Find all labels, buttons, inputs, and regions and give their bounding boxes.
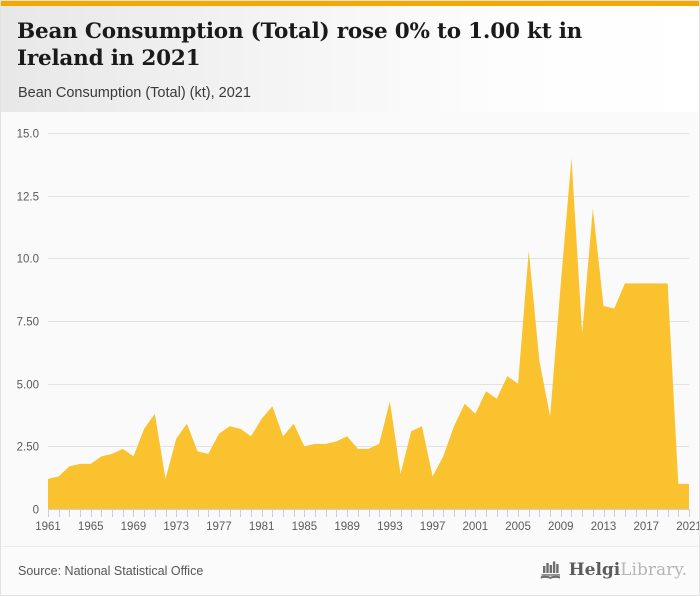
x-axis-tick-label: 2009 xyxy=(548,521,574,533)
y-axis-tick-label: 2.50 xyxy=(17,442,39,454)
x-axis-tick-label: 1985 xyxy=(292,521,318,533)
x-axis xyxy=(48,509,690,517)
top-accent-bar xyxy=(1,1,699,6)
page-title: Bean Consumption (Total) rose 0% to 1.00… xyxy=(17,19,583,71)
x-axis-tick-label: 1997 xyxy=(420,521,446,533)
x-axis-tick-label: 2001 xyxy=(463,521,489,533)
helgi-library-logo[interactable]: HelgiLibrary. xyxy=(540,559,687,581)
x-axis-tick-label: 2021 xyxy=(676,521,700,533)
x-axis-tick-label: 1973 xyxy=(163,521,189,533)
y-axis-labels: 0 2.50 5.00 7.50 10.0 12.5 15.0 xyxy=(17,129,39,517)
series-area-bean-consumption xyxy=(48,158,689,509)
x-axis-tick-label: 1993 xyxy=(377,521,403,533)
y-axis-tick-label: 5.00 xyxy=(17,380,39,392)
y-axis-tick-label: 7.50 xyxy=(17,317,39,329)
x-axis-tick-label: 1977 xyxy=(206,521,232,533)
logo-wordmark: HelgiLibrary. xyxy=(569,561,687,579)
x-axis-tick-label: 2013 xyxy=(591,521,617,533)
x-axis-tick-label: 1961 xyxy=(35,521,61,533)
x-axis-tick-label: 2005 xyxy=(505,521,531,533)
chart-plot-area: 0 2.50 5.00 7.50 10.0 12.5 15.0 1961 1965 1969 19… xyxy=(1,112,700,546)
x-axis-tick-label: 1981 xyxy=(249,521,275,533)
y-axis-tick-label: 0 xyxy=(33,505,39,517)
y-axis-tick-label: 15.0 xyxy=(17,129,39,141)
chart-footer: Source: National Statistical Office Helg… xyxy=(1,546,699,595)
logo-text-helgi: Helgi xyxy=(568,560,621,580)
y-axis-tick-label: 10.0 xyxy=(17,254,39,266)
chart-subtitle: Bean Consumption (Total) (kt), 2021 xyxy=(18,85,251,101)
x-axis-tick-label: 1965 xyxy=(78,521,104,533)
x-axis-tick-label: 2017 xyxy=(633,521,659,533)
book-bars-logo-icon xyxy=(540,561,560,579)
y-axis-tick-label: 12.5 xyxy=(17,192,39,204)
source-label: Source: National Statistical Office xyxy=(18,564,204,578)
chart-header: Bean Consumption (Total) rose 0% to 1.00… xyxy=(1,6,699,112)
x-axis-tick-label: 1969 xyxy=(121,521,147,533)
x-axis-labels: 1961 1965 1969 1973 1977 1981 1985 1989 1993 1997… xyxy=(35,521,700,533)
logo-text-library: Library. xyxy=(620,560,687,580)
x-axis-tick-label: 1989 xyxy=(334,521,360,533)
